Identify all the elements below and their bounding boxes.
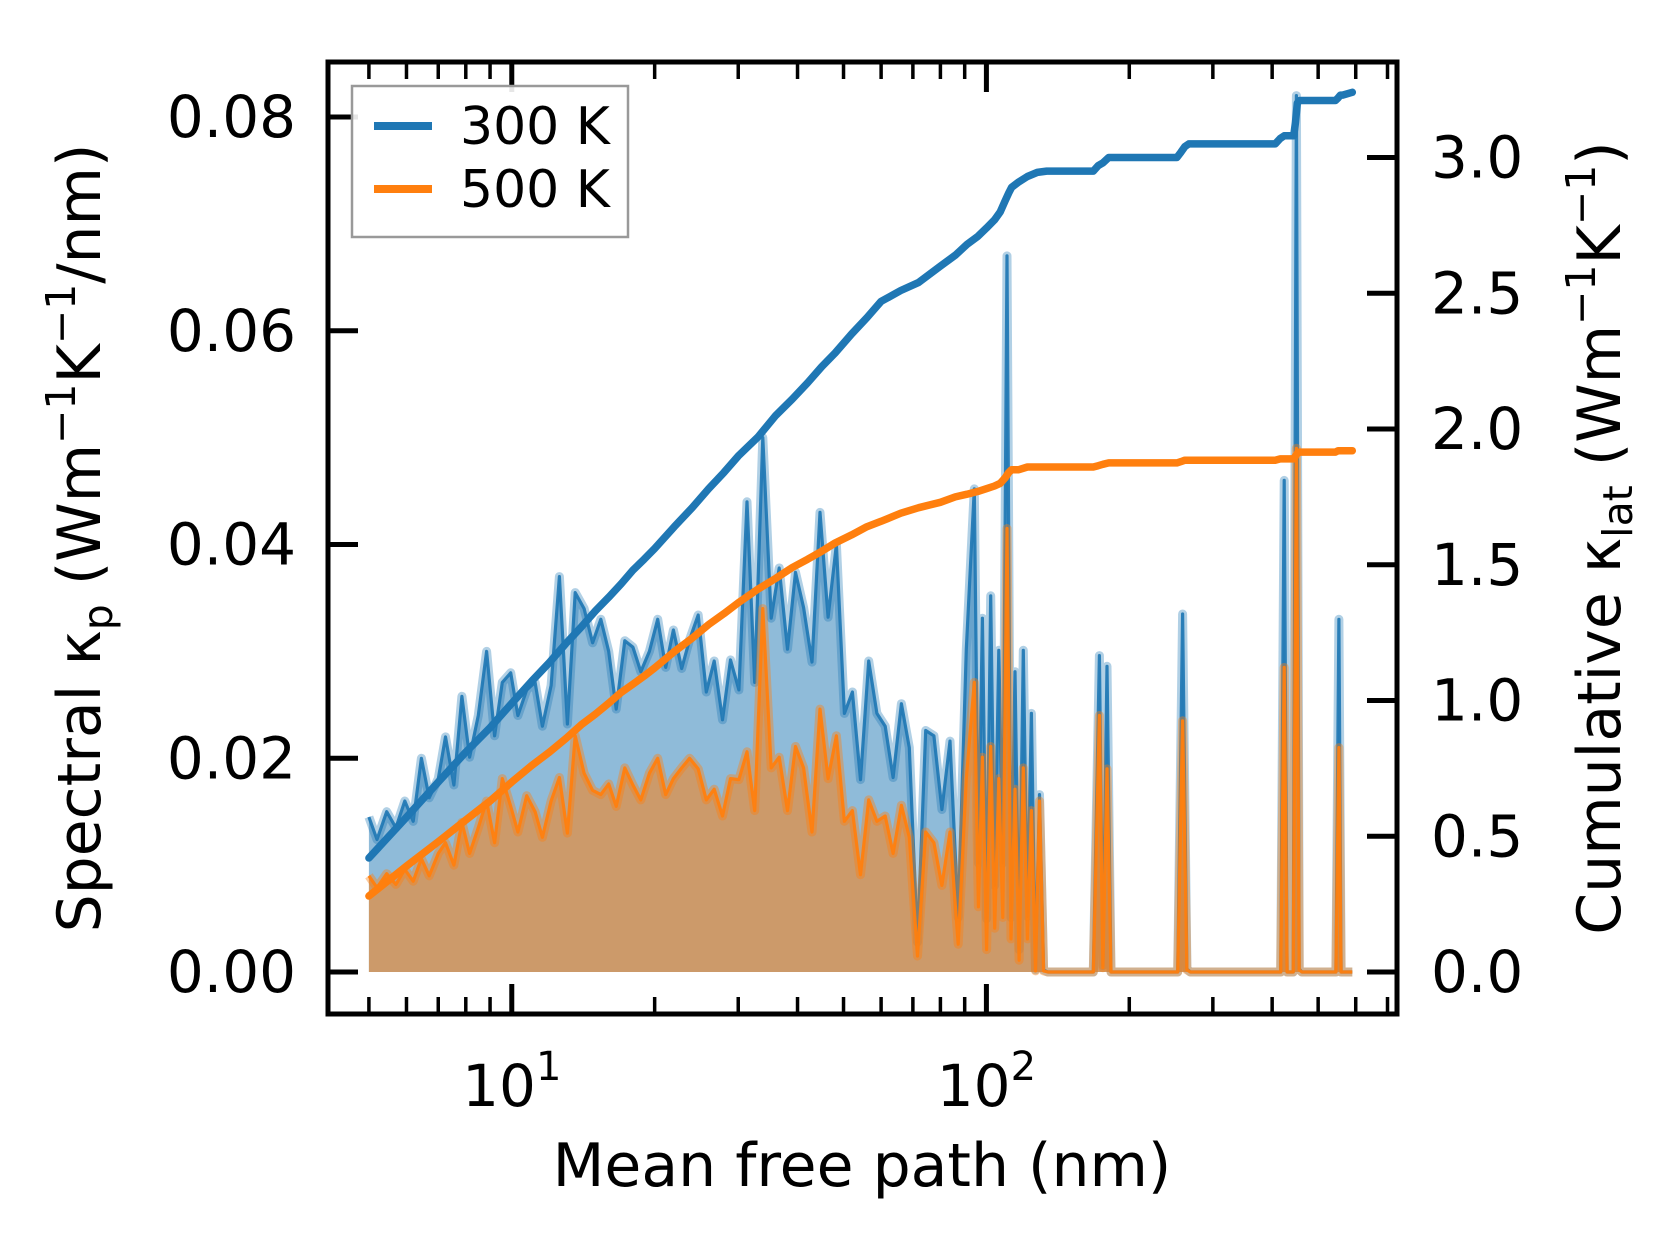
y-right-tick-label: 2.0	[1431, 395, 1523, 463]
spectral-500k-line	[367, 446, 1353, 974]
y-axis-label-right: Cumulative κlat (Wm−1K−1)	[1557, 141, 1642, 934]
x-tick-label: 102	[937, 1044, 1036, 1120]
y-left-tick-label: 0.04	[167, 511, 296, 579]
y-right-tick-label: 3.0	[1431, 124, 1523, 192]
x-axis-label: Mean free path (nm)	[553, 1131, 1172, 1201]
y-left-tick-label: 0.02	[167, 724, 296, 792]
legend-frame	[350, 84, 630, 239]
y-left-tick-label: 0.00	[167, 938, 296, 1006]
y-axis-label-left: Spectral κp (Wm−1K−1/nm)	[37, 144, 122, 933]
legend-label-500k: 500 K	[460, 160, 612, 220]
legend-label-300k: 300 K	[460, 97, 612, 157]
y-right-tick-label: 0.5	[1431, 802, 1523, 870]
cumulative-300k-line	[365, 88, 1357, 862]
y-right-tick-label: 2.5	[1431, 259, 1523, 327]
y-right-tick-label: 1.5	[1431, 531, 1523, 599]
legend: 300 K 500 K	[350, 84, 630, 239]
x-tick-label: 101	[462, 1044, 561, 1120]
y-right-tick-label: 1.0	[1431, 667, 1523, 735]
spectral-300k-line	[367, 94, 1353, 974]
cumulative-500k-line	[365, 446, 1357, 900]
y-left-tick-label: 0.06	[167, 297, 296, 365]
y-right-tick-label: 0.0	[1431, 938, 1523, 1006]
series-layer	[364, 88, 1357, 977]
axes-layer: 101 102 0.00 0.02 0.04 0.06 0.08 0.0 0.5 1.0 1.5 2.…	[167, 59, 1523, 1120]
plot-spines	[325, 59, 1400, 1017]
y-left-tick-label: 0.08	[167, 83, 296, 151]
